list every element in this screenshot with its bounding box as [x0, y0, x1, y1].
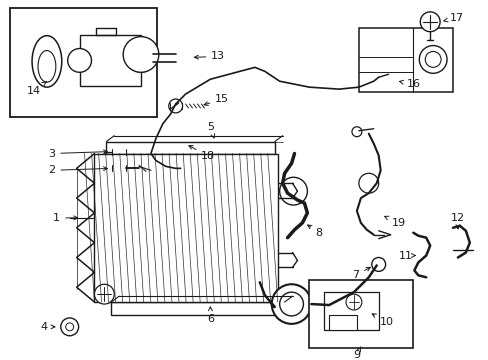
Bar — [358, 28, 452, 92]
Text: 15: 15 — [203, 94, 229, 105]
Bar — [80, 35, 141, 86]
Bar — [10, 8, 157, 117]
Circle shape — [168, 99, 182, 113]
Text: 6: 6 — [206, 307, 213, 324]
Text: 3: 3 — [48, 149, 107, 158]
Circle shape — [371, 257, 385, 271]
Circle shape — [279, 292, 303, 316]
Circle shape — [94, 284, 114, 304]
Bar — [94, 153, 277, 302]
Text: 9: 9 — [353, 347, 360, 360]
Text: 16: 16 — [399, 79, 420, 89]
Circle shape — [279, 177, 307, 205]
Text: 8: 8 — [307, 225, 322, 238]
Circle shape — [419, 12, 439, 32]
Circle shape — [346, 294, 361, 310]
Circle shape — [271, 284, 311, 324]
Ellipse shape — [32, 36, 61, 87]
Text: 17: 17 — [443, 13, 463, 23]
Text: 18: 18 — [188, 145, 215, 162]
Text: 12: 12 — [450, 213, 464, 229]
Bar — [328, 315, 356, 330]
Circle shape — [65, 323, 74, 331]
Circle shape — [113, 162, 125, 174]
Ellipse shape — [38, 50, 56, 82]
Circle shape — [358, 173, 378, 193]
Text: 10: 10 — [371, 314, 393, 327]
Circle shape — [418, 46, 446, 73]
Text: 1: 1 — [53, 213, 78, 223]
Bar — [111, 302, 284, 315]
Bar — [324, 292, 378, 330]
Text: 13: 13 — [194, 51, 225, 62]
Circle shape — [67, 49, 91, 72]
Circle shape — [129, 49, 153, 72]
Bar — [106, 141, 274, 153]
Text: 2: 2 — [48, 165, 107, 175]
Circle shape — [61, 318, 79, 336]
Circle shape — [112, 145, 126, 158]
Bar — [309, 280, 412, 348]
Text: 11: 11 — [398, 251, 415, 261]
Circle shape — [123, 37, 159, 72]
Circle shape — [351, 127, 361, 137]
Text: 19: 19 — [384, 216, 405, 228]
Text: 4: 4 — [41, 322, 55, 332]
Text: 7: 7 — [352, 267, 369, 280]
Circle shape — [377, 72, 385, 80]
Text: 5: 5 — [206, 122, 214, 138]
Circle shape — [425, 51, 440, 67]
Text: 14: 14 — [27, 82, 46, 96]
